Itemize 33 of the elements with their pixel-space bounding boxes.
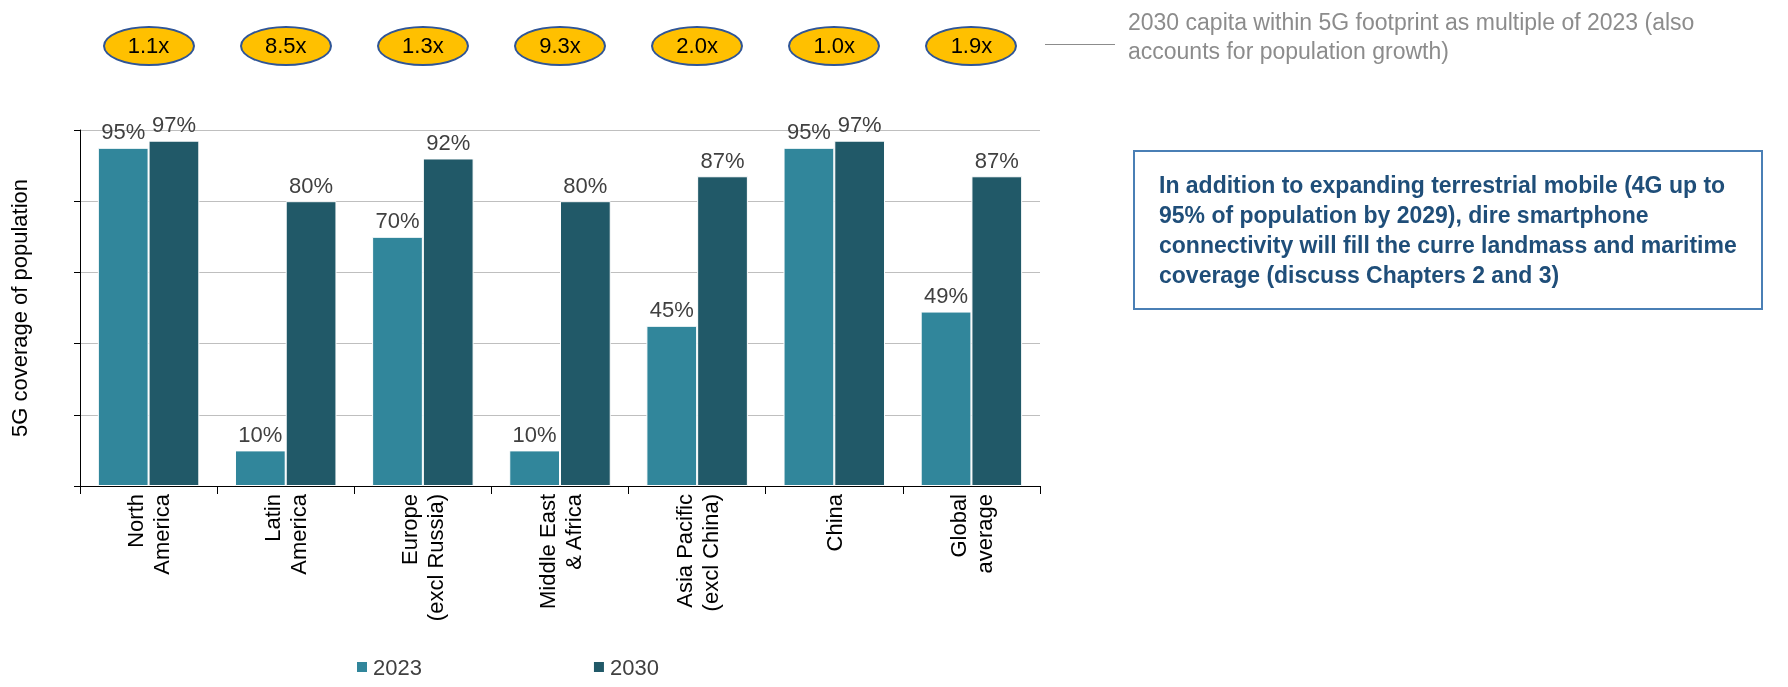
data-label: 10%	[512, 421, 557, 447]
x-tick-label: North America	[123, 493, 175, 575]
data-label: 45%	[649, 297, 694, 323]
data-label: 80%	[563, 172, 608, 198]
text: 1.0x	[788, 26, 881, 66]
legend-label: 2030	[609, 654, 659, 680]
data-label: 97%	[151, 112, 196, 138]
legend-label: 2023	[373, 654, 422, 680]
text: 1.9x	[925, 26, 1018, 66]
data-label: 87%	[974, 147, 1019, 173]
x-tick-label: Europe (excl Russia)	[397, 494, 449, 622]
text: 2030 capita within 5G footprint as multiple of 2023 (also accounts for population growth)	[1128, 8, 1696, 66]
text: 1.1x	[102, 26, 195, 66]
text: 8.5x	[239, 26, 332, 66]
data-label: 70%	[375, 208, 420, 234]
data-label: 80%	[289, 172, 334, 198]
text: 1.3x	[376, 26, 469, 66]
data-label: 92%	[426, 129, 471, 155]
data-label: 87%	[700, 147, 745, 173]
text: 9.3x	[514, 26, 606, 66]
y-axis-title: 5G coverage of population	[6, 178, 32, 438]
data-label: 95%	[786, 119, 831, 145]
data-label: 97%	[837, 112, 882, 138]
data-label: 49%	[924, 283, 969, 309]
data-label: 10%	[238, 421, 283, 447]
x-tick-label: Global average	[945, 494, 997, 574]
text: 2.0x	[651, 26, 744, 66]
data-label: 95%	[101, 119, 146, 145]
text: In addition to expanding terrestrial mobile (4G up to 95% of population by 2029), dire smartphone connectivity will fill the curre landmass and maritime coverage (discuss Chapters 2 and 3)	[1133, 150, 1763, 310]
x-tick-label: Asia Pacific (excl China)	[671, 494, 723, 612]
x-tick-label: China	[821, 493, 847, 552]
x-tick-label: Middle East & Africa	[534, 493, 586, 609]
x-tick-label: Latin America	[260, 493, 312, 575]
